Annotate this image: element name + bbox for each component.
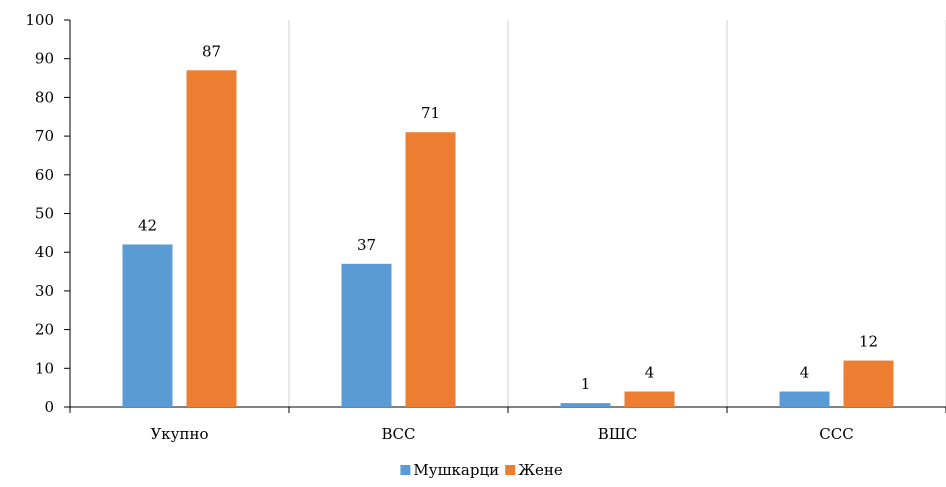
y-tick-label: 70 — [35, 127, 54, 145]
data-label: 4 — [645, 364, 655, 382]
data-label: 37 — [357, 236, 376, 254]
bar-series-2 — [624, 391, 675, 407]
axis-layer: 0 10 20 30 40 50 60 70 80 90 100 — [25, 11, 946, 416]
x-tick-label: ССС — [819, 425, 853, 443]
data-label: 87 — [202, 42, 221, 60]
bar-series-1 — [122, 244, 173, 407]
bar-series-2 — [186, 70, 237, 407]
data-label: 4 — [800, 364, 810, 382]
bar-series-2 — [843, 360, 894, 407]
bar-series-1 — [341, 263, 392, 407]
legend-label: Жене — [518, 461, 563, 479]
legend-swatch — [400, 465, 411, 475]
data-label: 1 — [581, 375, 591, 393]
legend-swatch — [505, 465, 516, 475]
x-tick-label: Укупно — [150, 425, 208, 443]
y-tick-label: 50 — [35, 205, 54, 223]
bar-series-1 — [560, 403, 611, 407]
data-label: 12 — [859, 333, 878, 351]
y-tick-label: 60 — [35, 166, 54, 184]
y-tick-label: 20 — [35, 321, 54, 339]
bar-layer — [122, 70, 894, 408]
y-tick-label: 30 — [35, 282, 54, 300]
y-tick-label: 100 — [25, 11, 54, 29]
x-tick-label: ВШС — [598, 425, 638, 443]
y-tick-label: 0 — [44, 398, 54, 416]
legend: Мушкарци Жене — [400, 461, 563, 479]
y-tick-label: 40 — [35, 243, 54, 261]
data-label: 42 — [138, 216, 157, 234]
grid-layer — [288, 20, 946, 407]
bar-series-1 — [779, 391, 830, 407]
label-layer: 42 87 Укупно 37 71 ВСС 1 4 ВШС 4 12 ССС — [138, 42, 878, 443]
y-tick-label: 80 — [35, 88, 54, 106]
bar-series-2 — [405, 132, 456, 408]
legend-label: Мушкарци — [413, 461, 499, 479]
x-tick-label: ВСС — [382, 425, 416, 443]
data-label: 71 — [421, 104, 440, 122]
y-tick-label: 90 — [35, 50, 54, 68]
y-tick-label: 10 — [35, 359, 54, 377]
